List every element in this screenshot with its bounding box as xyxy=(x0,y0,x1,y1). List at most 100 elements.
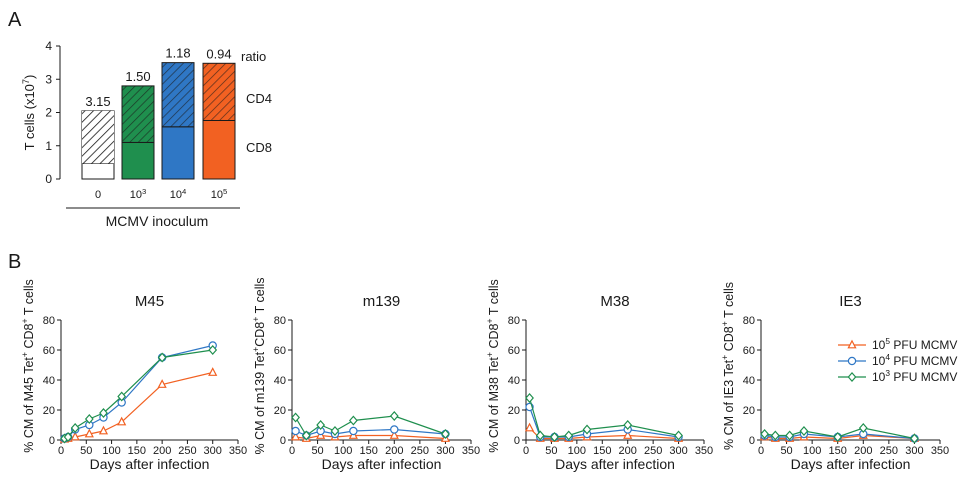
y-tick-label: 80 xyxy=(43,315,55,327)
line-charts: M45 0 20 40 60 80 0 50 100 150 200 250 300 350 Days af… xyxy=(20,278,949,473)
y-label-part: % CM of M45 Tet xyxy=(22,357,36,453)
legend-label: 105 PFU MCMV xyxy=(872,336,957,352)
data-point xyxy=(785,430,795,441)
legend-label-base: 10 xyxy=(872,370,886,384)
data-point xyxy=(582,424,592,435)
series-line xyxy=(64,371,213,440)
bar-y-tick-label: 1 xyxy=(45,139,52,153)
legend-label-sup: 4 xyxy=(885,352,890,362)
chart-title: IE3 xyxy=(839,293,862,310)
line-chart-m38: M38 0 20 40 60 80 0 50 100 150 200 250 300 350 Days af… xyxy=(485,279,713,472)
bar-cd8-segment xyxy=(121,141,155,180)
x-tick-label: 50 xyxy=(80,445,92,457)
bar-x-tick-sup: 4 xyxy=(182,187,187,196)
legend-item: 104 PFU MCMV xyxy=(838,352,957,368)
data-point xyxy=(99,407,108,419)
data-point xyxy=(535,430,545,441)
x-tick-label: 250 xyxy=(178,445,196,457)
x-tick-label: 250 xyxy=(880,445,898,457)
x-axis-label: Days after infection xyxy=(791,456,911,472)
line-chart-m139: m139 0 20 40 60 80 0 50 100 150 200 250 300 350 Days a… xyxy=(251,278,480,473)
y-label-part: + xyxy=(20,318,30,323)
data-point xyxy=(799,425,809,437)
bar-cd4-hatch xyxy=(82,110,114,164)
bar-x-tick-base: 0 xyxy=(95,189,101,201)
y-label-part: + xyxy=(485,352,495,357)
chart-title: M45 xyxy=(135,293,164,310)
data-point xyxy=(564,430,574,441)
series-line xyxy=(528,397,679,438)
data-point xyxy=(208,344,218,356)
bar-y-tick-label: 3 xyxy=(45,72,52,86)
x-tick-label: 300 xyxy=(669,445,687,457)
x-tick-label: 350 xyxy=(695,445,713,457)
bar-x-tick-base: 10 xyxy=(211,189,223,201)
legend-label-base: 10 xyxy=(872,338,886,352)
data-point xyxy=(389,430,399,439)
bar-x-tick-sup: 3 xyxy=(142,187,146,196)
data-point xyxy=(208,367,218,376)
y-tick-label: 80 xyxy=(274,315,286,327)
annotation-cd8: CD8 xyxy=(246,140,272,155)
panel-label-a: A xyxy=(8,9,22,31)
annotation-cd4: CD4 xyxy=(246,91,272,106)
bar-y-label-main: T cells (x10 xyxy=(22,84,37,150)
x-tick-label: 250 xyxy=(644,445,662,457)
line-chart-ie3: IE3 0 20 40 60 80 0 50 100 150 200 250 300 350 Days af… xyxy=(720,282,949,472)
bar-cd4-hatch xyxy=(162,62,194,127)
x-tick-label: 150 xyxy=(829,445,847,457)
y-axis-label: % CM of IE3 Tet+ CD8+ T cells xyxy=(720,282,736,450)
x-tick-label: 0 xyxy=(758,445,764,457)
data-point xyxy=(330,425,340,437)
bar-x-tick-base: 10 xyxy=(170,189,182,201)
y-tick-label: 60 xyxy=(274,345,286,357)
x-tick-label: 200 xyxy=(854,445,872,457)
chart-title: M38 xyxy=(600,293,629,310)
data-point xyxy=(117,391,127,402)
x-tick-label: 0 xyxy=(289,445,295,457)
data-point xyxy=(674,430,683,441)
bar-cd8-segment xyxy=(81,162,115,180)
bar-ratio-label: 1.18 xyxy=(165,46,190,61)
y-tick-label: 60 xyxy=(743,345,755,357)
line-chart-m45: M45 0 20 40 60 80 0 50 100 150 200 250 300 350 Days af… xyxy=(20,279,247,472)
bar-x-axis-label: MCMV inoculum xyxy=(106,213,209,229)
x-tick-label: 150 xyxy=(128,445,146,457)
data-point xyxy=(84,413,94,425)
data-point xyxy=(833,431,843,443)
data-point xyxy=(291,412,300,423)
data-point xyxy=(290,431,301,441)
bar-cd4-hatch xyxy=(122,85,154,143)
data-point xyxy=(524,422,535,432)
chart-title: m139 xyxy=(363,293,401,310)
data-point xyxy=(389,410,399,422)
y-tick-label: 20 xyxy=(43,405,55,417)
data-point xyxy=(70,431,80,441)
y-label-part: % CM of M38 Tet xyxy=(487,357,501,453)
data-point xyxy=(858,422,868,434)
bar-y-axis-label: T cells (x107) xyxy=(21,75,37,151)
legend-item: 103 PFU MCMV xyxy=(838,368,957,384)
x-axis-label: Days after infection xyxy=(90,456,210,472)
data-point xyxy=(623,430,633,439)
legend-marker xyxy=(847,356,857,366)
x-tick-label: 100 xyxy=(568,445,586,457)
x-axis-label: Days after infection xyxy=(555,456,675,472)
legend-label: 104 PFU MCMV xyxy=(872,352,957,368)
y-tick-label: 40 xyxy=(274,375,286,387)
bar-cd4-hatch xyxy=(203,63,235,121)
data-point xyxy=(623,419,633,431)
y-label-part: + xyxy=(251,347,261,352)
y-tick-label: 40 xyxy=(508,375,520,387)
legend-label-rest: PFU MCMV xyxy=(890,354,957,368)
x-tick-label: 100 xyxy=(803,445,821,457)
y-tick-label: 20 xyxy=(743,405,755,417)
x-tick-label: 300 xyxy=(436,445,454,457)
data-point xyxy=(390,425,399,434)
y-label-part: T cells xyxy=(253,278,267,317)
data-point xyxy=(316,419,326,431)
y-label-part: CD8 xyxy=(22,323,36,352)
bar-y-tick-label: 0 xyxy=(45,172,52,186)
